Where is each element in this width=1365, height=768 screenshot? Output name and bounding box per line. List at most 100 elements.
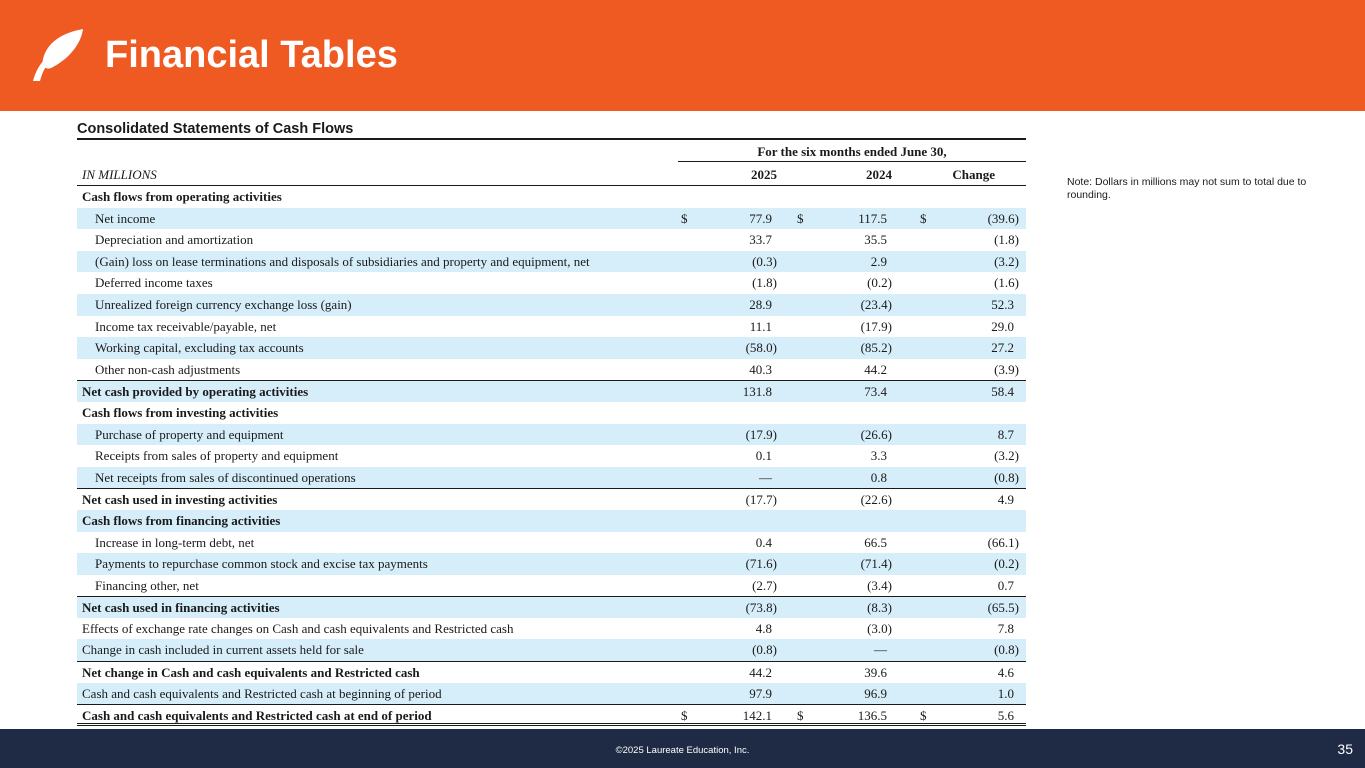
period-header: For the six months ended June 30, [757,144,947,159]
table-row: Financing other, net (2.7) (3.4) 0.7 [77,575,1026,597]
value-2024: (0.2) [867,275,892,291]
table-row: Other non-cash adjustments 40.3 44.2 (3.… [77,359,1026,381]
value-2025: (1.8) [752,275,777,291]
value-2025: (17.9) [745,426,777,442]
row-label: Cash and cash equivalents and Restricted… [82,685,442,701]
units-label: IN MILLIONS [82,167,157,182]
value-2024: (17.9) [860,318,892,334]
table-row-subtotal: Net cash used in investing activities (1… [77,488,1026,510]
column-header-row: IN MILLIONS 2025 2024 Change [77,164,1026,186]
row-label: Unrealized foreign currency exchange los… [95,296,352,312]
value-2024: 117.5 [858,210,887,226]
value-2024: 0.8 [870,469,887,485]
value-2024: (8.3) [867,600,892,616]
value-2024: (26.6) [860,426,892,442]
table-row: Cash and cash equivalents and Restricted… [77,682,1026,705]
row-label: Increase in long-term debt, net [95,534,255,550]
value-change: 7.8 [997,620,1014,636]
table-row: Cash flows from investing activities [77,402,1026,424]
row-label: Net cash used in financing activities [82,600,280,616]
value-2025: 11.1 [749,318,772,334]
column-header-2025: 2025 [751,167,777,182]
footer-bar [0,729,1365,768]
value-2024: 35.5 [864,232,887,248]
table-row-subtotal: Net cash provided by operating activitie… [77,380,1026,402]
row-label: Purchase of property and equipment [95,426,284,442]
table-row: Change in cash included in current asset… [77,639,1026,662]
table-row: Income tax receivable/payable, net 11.1 … [77,316,1026,338]
row-label: Other non-cash adjustments [95,361,241,377]
value-change: (0.8) [994,469,1019,485]
value-2024: 2.9 [870,253,887,269]
value-change: (1.6) [994,275,1019,291]
value-change: 1.0 [997,685,1014,701]
table-row: Net receipts from sales of discontinued … [77,466,1026,489]
value-2024: 39.6 [864,665,887,681]
header-bar: Financial Tables [0,0,1365,111]
value-2024: (23.4) [860,296,892,312]
table-row: Purchase of property and equipment (17.9… [77,423,1026,446]
value-change: 0.7 [997,577,1014,593]
value-2024: 3.3 [870,448,887,464]
value-change: 27.2 [991,340,1014,356]
value-change: 29.0 [991,318,1014,334]
currency-symbol: $ [797,210,804,226]
value-2025: 44.2 [749,665,772,681]
table-top-rule [77,138,1026,140]
value-2025: 77.9 [749,210,772,226]
value-2025: (2.7) [752,577,777,593]
value-change: 58.4 [991,384,1014,400]
row-label: Net cash used in investing activities [82,492,278,508]
value-2025: 131.8 [742,384,772,400]
value-change: 8.7 [997,426,1014,442]
value-2025: 33.7 [749,232,772,248]
table-row: Working capital, excluding tax accounts … [77,337,1026,359]
value-2025: 28.9 [749,296,772,312]
value-2025: (73.8) [745,600,777,616]
value-2025: 0.4 [755,534,772,550]
value-2024: (3.0) [867,620,892,636]
table-row: Receipts from sales of property and equi… [77,445,1026,467]
row-label: Net cash provided by operating activitie… [82,384,309,400]
row-label: Cash flows from investing activities [82,404,279,420]
row-label: Net income [95,210,156,226]
table-row: Net income $ 77.9 $ 117.5 $ (39.6) [77,207,1026,230]
value-2024: (71.4) [860,556,892,572]
cash-flow-table: Cash flows from operating activities Net… [77,186,1026,726]
value-2025: (17.7) [745,492,777,508]
value-2025: (0.8) [752,642,777,658]
table-row: Increase in long-term debt, net 0.4 66.5… [77,532,1026,554]
laureate-leaf-logo-icon [33,29,83,81]
table-row: Depreciation and amortization 33.7 35.5 … [77,229,1026,251]
row-label: Depreciation and amortization [95,232,254,248]
column-header-2024: 2024 [866,167,892,182]
value-change: (39.6) [987,210,1019,226]
value-2025: 4.8 [755,620,772,636]
currency-symbol: $ [681,708,688,724]
value-2024: 96.9 [864,685,887,701]
row-label: Receipts from sales of property and equi… [95,448,339,464]
value-2024: 73.4 [864,384,887,400]
copyright-text: ©2025 Laureate Education, Inc. [615,745,750,756]
page-number: 35 [1337,741,1353,757]
table-row-subtotal: Net cash used in financing activities (7… [77,596,1026,618]
row-label: Financing other, net [95,577,199,593]
value-2025: 40.3 [749,361,772,377]
row-label: Cash and cash equivalents and Restricted… [82,708,432,724]
value-change: (66.1) [987,534,1019,550]
row-label: Cash flows from operating activities [82,189,282,204]
value-2025: (0.3) [752,253,777,269]
table-row: Cash flows from financing activities [77,509,1026,532]
table-row: Cash flows from operating activities [77,186,1026,208]
table-row: Payments to repurchase common stock and … [77,553,1026,575]
row-label: (Gain) loss on lease terminations and di… [95,253,590,269]
row-label: Change in cash included in current asset… [82,642,364,658]
value-2024: 136.5 [857,708,887,724]
value-2024: — [874,642,887,658]
value-2025: 97.9 [749,685,772,701]
value-2025: 142.1 [742,708,772,724]
currency-symbol: $ [920,210,927,226]
page-title: Financial Tables [105,34,398,76]
row-label: Payments to repurchase common stock and … [95,556,428,572]
currency-symbol: $ [681,210,688,226]
